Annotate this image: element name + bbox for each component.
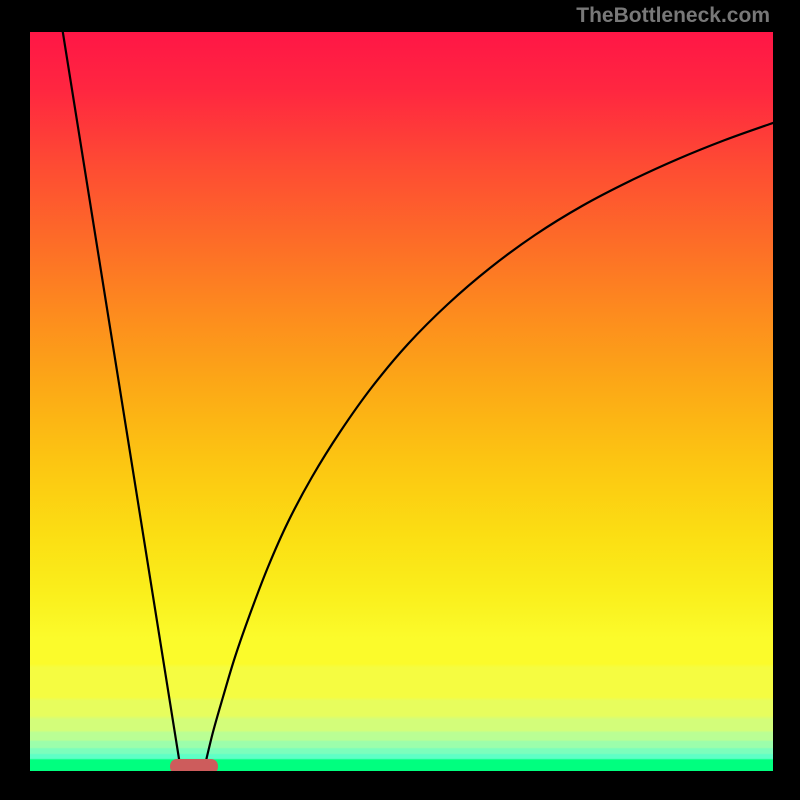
watermark-text: TheBottleneck.com: [576, 4, 770, 28]
frame-border-bottom: [0, 771, 800, 800]
left-curve: [62, 32, 180, 765]
chart-container: TheBottleneck.com: [0, 0, 800, 800]
frame-border-right: [773, 0, 800, 800]
right-curve: [205, 108, 773, 765]
bottleneck-marker: [170, 759, 218, 771]
chart-plot-area: [30, 32, 773, 771]
frame-border-left: [0, 0, 30, 800]
curve-layer: [30, 32, 773, 771]
